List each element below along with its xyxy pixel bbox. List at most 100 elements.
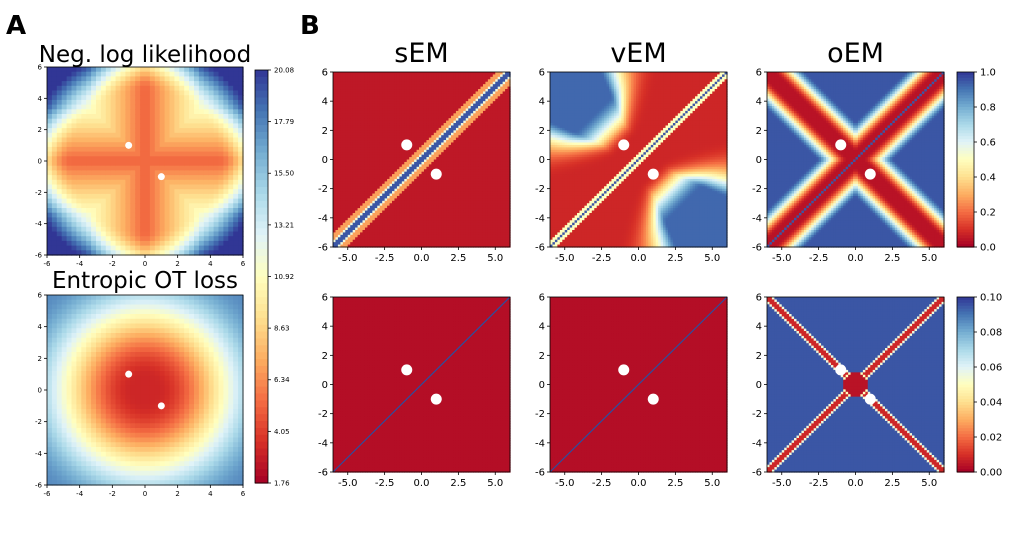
- heatmap-cell: [219, 208, 225, 213]
- heatmap-cell: [125, 305, 130, 310]
- heatmap-cell: [223, 161, 229, 166]
- heatmap-cell: [130, 328, 136, 333]
- heatmap-cell: [101, 123, 107, 128]
- heatmap-cell: [219, 343, 225, 348]
- heatmap-cell: [135, 91, 141, 96]
- heatmap-cell: [228, 404, 234, 409]
- heatmap-cell: [86, 203, 92, 208]
- heatmap-cell: [174, 338, 180, 343]
- heatmap-cell: [170, 180, 176, 185]
- heatmap-cell: [135, 466, 141, 471]
- heatmap-cell: [101, 343, 107, 348]
- heatmap-cell: [155, 433, 161, 438]
- heatmap-cell: [67, 194, 73, 199]
- heatmap-cell: [160, 362, 166, 367]
- heatmap-cell: [116, 362, 122, 367]
- heatmap-cell: [228, 81, 234, 86]
- heatmap-cell: [91, 105, 97, 110]
- heatmap-cell: [116, 185, 122, 190]
- heatmap-cell: [106, 385, 112, 390]
- heatmap-cell: [111, 241, 117, 246]
- heatmap-cell: [204, 423, 210, 428]
- heatmap-cell: [145, 466, 151, 471]
- heatmap-cell: [214, 300, 220, 305]
- heatmap-cell: [214, 404, 220, 409]
- heatmap-cell: [228, 227, 234, 232]
- heatmap-cell: [140, 461, 146, 466]
- heatmap-cell: [96, 138, 102, 143]
- heatmap-cell: [125, 333, 130, 338]
- heatmap-cell: [140, 300, 146, 305]
- heatmap-cell: [204, 343, 210, 348]
- heatmap-cell: [62, 95, 67, 100]
- heatmap-cell: [199, 194, 205, 199]
- heatmap-cell: [47, 371, 53, 376]
- heatmap-cell: [86, 199, 92, 204]
- heatmap-cell: [91, 347, 97, 352]
- heatmap-cell: [86, 452, 92, 457]
- heatmap-cell: [209, 194, 215, 199]
- heatmap-cell: [145, 457, 151, 462]
- heatmap-cell: [111, 119, 117, 124]
- heatmap-cell: [199, 466, 205, 471]
- heatmap-cell: [214, 232, 220, 237]
- heatmap-cell: [72, 343, 78, 348]
- heatmap-cell: [76, 433, 82, 438]
- heatmap-cell: [72, 400, 78, 405]
- heatmap-cell: [160, 305, 166, 310]
- heatmap-cell: [233, 376, 239, 381]
- heatmap-cell: [130, 347, 136, 352]
- heatmap-cell: [67, 217, 73, 222]
- heatmap-cell: [81, 300, 87, 305]
- heatmap-cell: [219, 114, 225, 119]
- heatmap-cell: [52, 366, 58, 371]
- heatmap-cell: [62, 409, 67, 414]
- heatmap-cell: [125, 133, 130, 138]
- heatmap-cell: [72, 199, 78, 204]
- heatmap-cell: [86, 366, 92, 371]
- heatmap-cell: [67, 175, 73, 180]
- heatmap-cell: [189, 213, 195, 218]
- heatmap-cell: [209, 428, 215, 433]
- heatmap-cell: [165, 81, 171, 86]
- heatmap-cell: [47, 309, 53, 314]
- heatmap-cell: [96, 170, 102, 175]
- heatmap-cell: [219, 213, 225, 218]
- heatmap-cell: [174, 105, 180, 110]
- heatmap-cell: [140, 423, 146, 428]
- heatmap-cell: [106, 203, 112, 208]
- heatmap-cell: [47, 199, 53, 204]
- heatmap-cell: [174, 452, 180, 457]
- heatmap-cell: [67, 119, 73, 124]
- heatmap-cell: [116, 305, 122, 310]
- heatmap-cell: [184, 119, 190, 124]
- heatmap-cell: [170, 142, 176, 147]
- heatmap-cell: [52, 400, 58, 405]
- heatmap-cell: [96, 95, 102, 100]
- heatmap-cell: [160, 227, 166, 232]
- heatmap-cell: [140, 109, 146, 114]
- heatmap-cell: [184, 409, 190, 414]
- heatmap-cell: [121, 72, 127, 77]
- heatmap-cell: [214, 180, 220, 185]
- heatmap-cell: [170, 404, 176, 409]
- heatmap-cell: [184, 414, 190, 419]
- heatmap-cell: [57, 419, 63, 424]
- heatmap-cell: [101, 91, 107, 96]
- heatmap-cell: [194, 246, 200, 251]
- heatmap-cell: [111, 442, 117, 447]
- heatmap-cell: [140, 347, 146, 352]
- heatmap-cell: [145, 217, 151, 222]
- heatmap-cell: [165, 442, 171, 447]
- heatmap-cell: [116, 166, 122, 171]
- heatmap-cell: [150, 333, 156, 338]
- heatmap-cell: [135, 409, 141, 414]
- heatmap-cell: [223, 109, 229, 114]
- heatmap-cell: [130, 366, 136, 371]
- heatmap-cell: [47, 376, 53, 381]
- heatmap-cell: [194, 409, 200, 414]
- heatmap-cell: [209, 161, 215, 166]
- heatmap-cell: [145, 180, 151, 185]
- heatmap-cell: [214, 400, 220, 405]
- heatmap-cell: [101, 442, 107, 447]
